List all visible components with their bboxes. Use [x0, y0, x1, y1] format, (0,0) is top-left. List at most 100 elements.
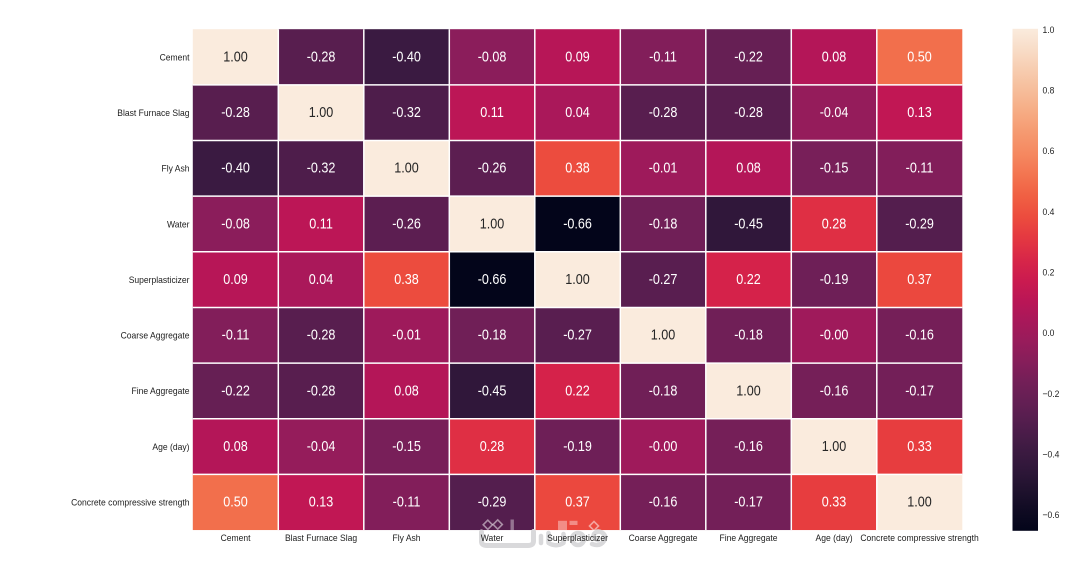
svg-text:1.00: 1.00: [394, 161, 419, 177]
svg-text:0.09: 0.09: [223, 272, 248, 288]
svg-text:1.00: 1.00: [565, 272, 590, 288]
svg-text:-0.19: -0.19: [820, 272, 849, 288]
svg-text:-0.16: -0.16: [734, 439, 763, 455]
svg-text:-0.32: -0.32: [307, 161, 336, 177]
svg-text:-0.28: -0.28: [307, 383, 336, 399]
svg-text:Cement: Cement: [221, 533, 251, 544]
svg-text:0.2: 0.2: [1043, 267, 1055, 278]
svg-text:Coarse Aggregate: Coarse Aggregate: [629, 533, 698, 544]
svg-text:-0.18: -0.18: [478, 328, 507, 344]
svg-text:-0.28: -0.28: [307, 328, 336, 344]
svg-text:1.00: 1.00: [651, 328, 676, 344]
svg-text:Coarse Aggregate: Coarse Aggregate: [121, 331, 190, 342]
svg-text:-0.04: -0.04: [820, 105, 849, 121]
svg-text:Cement: Cement: [160, 52, 190, 63]
svg-text:0.08: 0.08: [822, 49, 847, 65]
svg-text:−0.6: −0.6: [1043, 510, 1060, 521]
svg-text:Age (day): Age (day): [152, 442, 189, 453]
svg-text:-0.27: -0.27: [563, 328, 592, 344]
svg-text:−0.4: −0.4: [1043, 449, 1060, 460]
svg-text:Blast Furnace Slag: Blast Furnace Slag: [285, 533, 357, 544]
svg-text:-0.18: -0.18: [649, 216, 678, 232]
svg-text:Water: Water: [481, 533, 504, 544]
svg-text:0.22: 0.22: [565, 383, 590, 399]
svg-text:-0.16: -0.16: [649, 495, 678, 511]
svg-text:-0.45: -0.45: [734, 216, 763, 232]
svg-text:-0.29: -0.29: [905, 216, 934, 232]
svg-text:0.0: 0.0: [1043, 328, 1055, 339]
svg-text:Concrete compressive strength: Concrete compressive strength: [860, 533, 978, 544]
svg-text:-0.18: -0.18: [734, 328, 763, 344]
svg-text:-0.11: -0.11: [222, 328, 250, 344]
svg-text:0.8: 0.8: [1043, 85, 1055, 96]
svg-text:0.33: 0.33: [822, 495, 847, 511]
svg-text:-0.11: -0.11: [906, 161, 934, 177]
svg-text:-0.16: -0.16: [820, 383, 849, 399]
svg-text:0.38: 0.38: [565, 161, 590, 177]
svg-text:Blast Furnace Slag: Blast Furnace Slag: [117, 108, 189, 119]
svg-text:0.37: 0.37: [907, 272, 932, 288]
svg-text:Fly Ash: Fly Ash: [393, 533, 421, 544]
svg-text:-0.01: -0.01: [392, 328, 421, 344]
svg-text:-0.40: -0.40: [221, 161, 250, 177]
svg-text:Fly Ash: Fly Ash: [162, 164, 190, 175]
svg-text:-0.15: -0.15: [392, 439, 421, 455]
svg-text:Superplasticizer: Superplasticizer: [129, 275, 190, 286]
svg-text:-0.17: -0.17: [905, 383, 934, 399]
svg-text:0.04: 0.04: [309, 272, 334, 288]
svg-text:0.28: 0.28: [822, 216, 847, 232]
svg-text:1.00: 1.00: [309, 105, 334, 121]
svg-text:-0.17: -0.17: [734, 495, 763, 511]
svg-text:1.00: 1.00: [822, 439, 847, 455]
svg-text:-0.01: -0.01: [649, 161, 678, 177]
svg-text:0.33: 0.33: [907, 439, 932, 455]
svg-text:-0.27: -0.27: [649, 272, 678, 288]
svg-text:0.11: 0.11: [480, 105, 504, 121]
svg-text:1.00: 1.00: [736, 383, 761, 399]
svg-text:-0.26: -0.26: [392, 216, 421, 232]
svg-text:0.13: 0.13: [907, 105, 932, 121]
svg-text:Superplasticizer: Superplasticizer: [547, 533, 608, 544]
svg-text:-0.29: -0.29: [478, 495, 507, 511]
svg-text:-0.28: -0.28: [649, 105, 678, 121]
svg-text:-0.40: -0.40: [392, 49, 421, 65]
svg-text:-0.26: -0.26: [478, 161, 507, 177]
svg-text:0.09: 0.09: [565, 49, 590, 65]
svg-text:0.6: 0.6: [1043, 146, 1055, 157]
svg-text:0.4: 0.4: [1043, 207, 1055, 218]
svg-text:-0.66: -0.66: [563, 216, 592, 232]
svg-text:-0.32: -0.32: [392, 105, 421, 121]
svg-text:-0.66: -0.66: [478, 272, 507, 288]
svg-text:1.00: 1.00: [223, 49, 248, 65]
svg-text:-0.04: -0.04: [307, 439, 336, 455]
svg-text:0.08: 0.08: [223, 439, 248, 455]
svg-text:Age (day): Age (day): [816, 533, 853, 544]
svg-text:-0.28: -0.28: [307, 49, 336, 65]
svg-text:-0.11: -0.11: [649, 49, 677, 65]
svg-text:-0.18: -0.18: [649, 383, 678, 399]
svg-text:0.13: 0.13: [309, 495, 334, 511]
svg-text:−0.2: −0.2: [1043, 389, 1060, 400]
svg-text:1.0: 1.0: [1043, 25, 1055, 36]
svg-text:-0.11: -0.11: [393, 495, 421, 511]
svg-text:-0.22: -0.22: [734, 49, 763, 65]
svg-text:0.04: 0.04: [565, 105, 590, 121]
svg-text:-0.00: -0.00: [649, 439, 678, 455]
svg-text:0.28: 0.28: [480, 439, 505, 455]
svg-text:0.38: 0.38: [394, 272, 419, 288]
svg-text:-0.08: -0.08: [478, 49, 507, 65]
svg-text:-0.28: -0.28: [734, 105, 763, 121]
svg-text:0.50: 0.50: [907, 49, 932, 65]
svg-text:0.08: 0.08: [736, 161, 761, 177]
svg-text:0.11: 0.11: [309, 216, 333, 232]
svg-text:0.08: 0.08: [394, 383, 419, 399]
svg-text:0.37: 0.37: [565, 495, 590, 511]
svg-text:-0.28: -0.28: [221, 105, 250, 121]
svg-text:0.22: 0.22: [736, 272, 761, 288]
svg-text:-0.16: -0.16: [905, 328, 934, 344]
svg-text:Fine Aggregate: Fine Aggregate: [132, 386, 190, 397]
svg-text:Water: Water: [167, 219, 190, 230]
svg-text:-0.15: -0.15: [820, 161, 849, 177]
svg-text:Concrete compressive strength: Concrete compressive strength: [71, 498, 189, 509]
svg-text:-0.00: -0.00: [820, 328, 849, 344]
